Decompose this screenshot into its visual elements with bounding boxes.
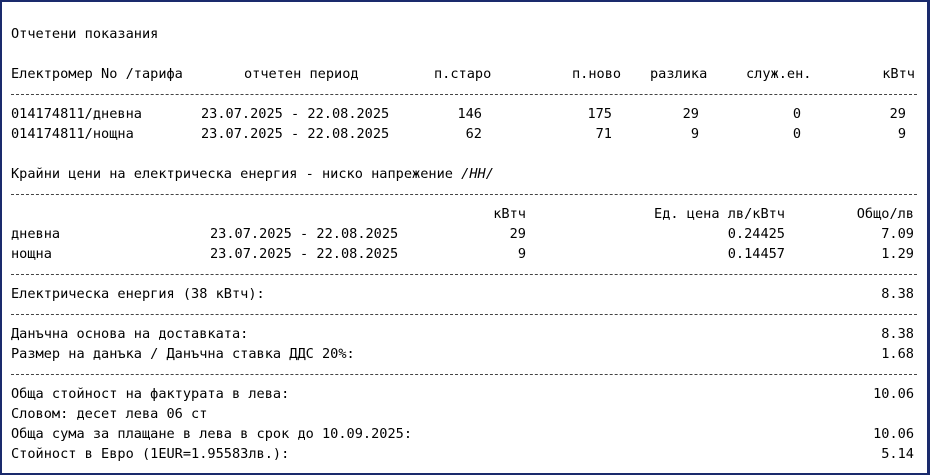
divider	[11, 314, 917, 315]
energy-value: 8.38	[881, 286, 914, 302]
price-kwh: 9	[517, 246, 526, 262]
header-period: отчетен период	[244, 66, 359, 82]
reading-diff: 9	[690, 126, 699, 142]
eur-value: 5.14	[881, 446, 914, 462]
price-tariff: нощна	[11, 246, 52, 262]
price-header-unit: Ед. цена лв/кВтч	[654, 206, 785, 222]
reading-old: 62	[465, 126, 482, 142]
reading-service: 0	[792, 106, 801, 122]
invoice-total-label: Обща стойност на фактурата в лева:	[11, 386, 290, 402]
price-total: 7.09	[881, 226, 914, 242]
price-unit: 0.24425	[727, 226, 785, 242]
header-diff: разлика	[650, 66, 708, 82]
divider	[11, 94, 917, 95]
divider	[11, 274, 917, 275]
due-label: Обща сума за плащане в лева в срок до 10…	[11, 426, 413, 442]
prices-title: Крайни цени на електрическа енергия - ни…	[11, 164, 494, 184]
divider	[11, 194, 917, 195]
reading-diff: 29	[682, 106, 699, 122]
invoice-total-value: 10.06	[873, 386, 914, 402]
price-header-total: Общо/лв	[856, 206, 914, 222]
reading-period: 23.07.2025 - 22.08.2025	[201, 106, 390, 122]
due-value: 10.06	[873, 426, 914, 442]
header-old: п.старо	[434, 66, 492, 82]
tax-base-value: 8.38	[881, 326, 914, 342]
price-period: 23.07.2025 - 22.08.2025	[210, 246, 399, 262]
price-total: 1.29	[881, 246, 914, 262]
reading-kwh: 29	[889, 106, 906, 122]
price-kwh: 29	[509, 226, 526, 242]
price-period: 23.07.2025 - 22.08.2025	[210, 226, 399, 242]
reading-meter: 014174811/нощна	[11, 126, 134, 142]
reading-period: 23.07.2025 - 22.08.2025	[201, 126, 390, 142]
reading-kwh: 9	[897, 126, 906, 142]
vat-label: Размер на данъка / Данъчна ставка ДДС 20…	[11, 346, 355, 362]
header-service: служ.ен.	[746, 66, 812, 82]
readings-title: Отчетени показания	[11, 26, 159, 42]
eur-label: Стойност в Евро (1EUR=1.95583лв.):	[11, 446, 290, 462]
tax-base-label: Данъчна основа на доставката:	[11, 326, 249, 342]
header-kwh: кВтч	[882, 66, 915, 82]
reading-service: 0	[792, 126, 801, 142]
price-unit: 0.14457	[727, 246, 785, 262]
amount-in-words: Словом: десет лева 06 ст	[11, 406, 208, 422]
price-header-kwh: кВтч	[493, 206, 526, 222]
energy-label: Електрическа енергия (38 кВтч):	[11, 286, 265, 302]
header-meter: Електромер No /тарифа	[11, 66, 183, 82]
prices-title-suffix: /НН/	[461, 166, 494, 182]
vat-value: 1.68	[881, 346, 914, 362]
price-tariff: дневна	[11, 226, 61, 242]
header-new: п.ново	[572, 66, 622, 82]
reading-new: 71	[595, 126, 612, 142]
reading-new: 175	[587, 106, 612, 122]
reading-meter: 014174811/дневна	[11, 106, 142, 122]
prices-title-text: Крайни цени на електрическа енергия - ни…	[11, 166, 453, 182]
divider	[11, 374, 917, 375]
reading-old: 146	[457, 106, 482, 122]
